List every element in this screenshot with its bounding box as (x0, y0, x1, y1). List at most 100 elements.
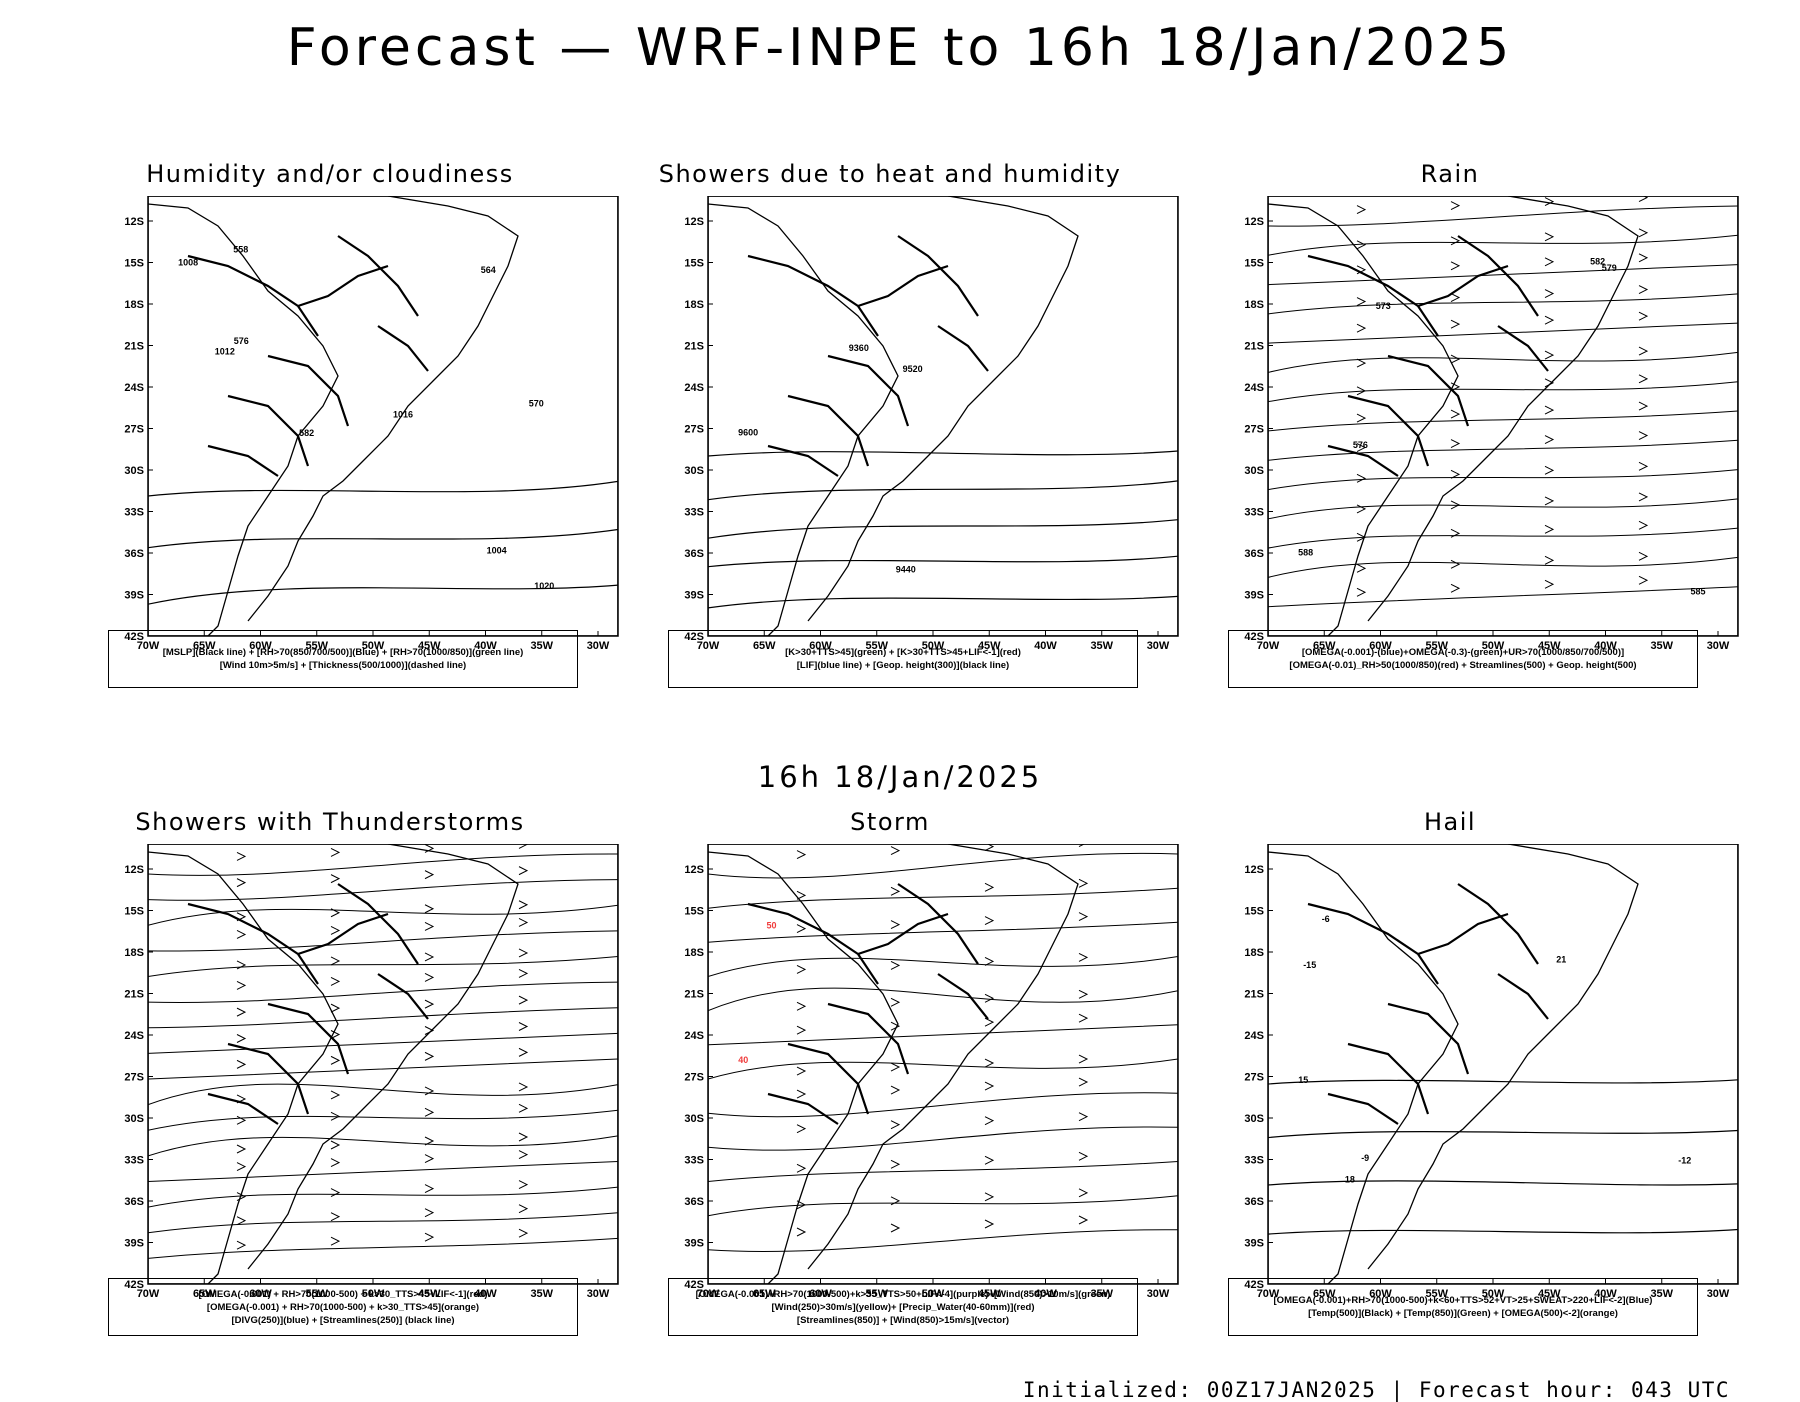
lon-tick-label: 30W (1707, 640, 1730, 652)
lat-tick-label: 30S (684, 1113, 704, 1125)
streamline-arrow (330, 908, 341, 918)
streamline-arrow (236, 1144, 247, 1154)
streamline-arrow (1544, 315, 1555, 325)
legend-box: [OMEGA(-0.001)-(blue)+OMEGA(-0.3)-(green… (1228, 630, 1698, 688)
streamline-arrow (1450, 261, 1461, 271)
streamline (148, 904, 618, 926)
streamline-arrow (518, 1228, 529, 1238)
panel-title: Hail (1423, 808, 1477, 836)
streamline-arrow (984, 956, 995, 966)
streamline-arrow (424, 999, 435, 1009)
streamline-arrow (330, 1055, 341, 1065)
streamline-arrow (1078, 1188, 1089, 1198)
lon-tick-label: 45W (978, 640, 1001, 652)
lon-tick-label: 50W (922, 640, 945, 652)
map-frame (1268, 196, 1738, 636)
streamline-arrow (984, 1081, 995, 1091)
contour-value-label: 588 (1298, 547, 1313, 557)
map-frame (1268, 844, 1738, 1284)
streamline-arrow (1078, 844, 1086, 848)
map-layers (148, 844, 618, 1284)
lat-tick-label: 39S (1244, 590, 1264, 602)
legend-line: [OMEGA(-0.001)+RH>70(1000-500)+k>35_TTS>… (695, 1288, 1111, 1300)
panel-rain: Rain 588 585 582 579 576 573 12S 15S 18S 21S 24S 27S… (1180, 160, 1739, 720)
streamline (708, 1092, 1178, 1118)
lat-tick-label: 39S (1244, 1238, 1264, 1250)
coastline (148, 844, 519, 1284)
streamline-arrow (1638, 346, 1649, 356)
lat-tick-label: 27S (1244, 424, 1264, 436)
streamline-arrow (1356, 265, 1367, 275)
streamline-arrow (1638, 311, 1649, 321)
panel-title: Showers with Thunderstorms (135, 808, 525, 836)
lon-tick-label: 35W (1090, 640, 1113, 652)
streamline-arrow (796, 1066, 807, 1076)
streamline (1268, 527, 1738, 549)
streamline-arrow (984, 1219, 995, 1229)
streamline-arrow (236, 1034, 247, 1043)
lon-tick-label: 50W (362, 640, 385, 652)
streamline-arrow (424, 1208, 435, 1218)
streamline (1268, 498, 1738, 520)
streamline (148, 1186, 618, 1208)
streamline-arrow (518, 1132, 529, 1142)
streamline-arrow (1544, 378, 1555, 388)
streamline (708, 1024, 1178, 1046)
lat-tick-label: 42S (124, 1279, 144, 1291)
streamline-arrow (330, 874, 341, 884)
contour-value-label: 564 (481, 265, 496, 275)
lat-tick-label: 12S (124, 864, 144, 876)
height-contour (148, 528, 618, 549)
streamline-arrow (1356, 358, 1367, 368)
streamline-arrow (1638, 401, 1649, 411)
streamline-arrow (1356, 504, 1367, 514)
streamline-arrow (518, 1150, 529, 1160)
streamline-arrow (890, 960, 901, 970)
streamline-arrow (796, 1089, 807, 1099)
panel-title: Storm (850, 808, 930, 836)
streamline-arrow (796, 1200, 807, 1210)
legend-line: [Temp(500)](Black) + [Temp(850)](Green) … (1308, 1308, 1618, 1319)
streamline-arrow (424, 1086, 435, 1096)
lat-tick-label: 18S (1244, 299, 1264, 311)
streamline-arrow (518, 1180, 529, 1190)
init-info: Initialized: 00Z17JAN2025 | Forecast hou… (1022, 1378, 1730, 1402)
lat-tick-label: 12S (684, 864, 704, 876)
contour-value-label: 18 (1345, 1175, 1355, 1185)
streamline-arrow (1544, 405, 1555, 415)
lon-tick-label: 45W (418, 640, 441, 652)
streamline-arrow (1450, 319, 1461, 329)
streamline-arrow (518, 900, 529, 910)
streamline (1268, 264, 1738, 286)
streamline-arrow (1356, 323, 1367, 333)
contour-value-label: 576 (234, 336, 249, 346)
streamline-arrow (1450, 409, 1461, 419)
coastline (148, 196, 519, 636)
lat-tick-label: 12S (1244, 216, 1264, 228)
map-svg: 15 18 21 -6 -9 -12 -15 12S 15S 18S 21S 24S 27S 30S 33S… (1244, 844, 1739, 1300)
lat-tick-label: 33S (1244, 507, 1264, 519)
streamline-arrow (1356, 443, 1367, 452)
lon-tick-label: 60W (249, 640, 272, 652)
lon-tick-label: 55W (305, 640, 328, 652)
lon-tick-label: 70W (1257, 1288, 1280, 1300)
lat-tick-label: 12S (684, 216, 704, 228)
streamline-arrow (518, 1082, 529, 1092)
lon-tick-label: 35W (530, 1288, 553, 1300)
map-area: 15 18 21 -6 -9 -12 -15 12S 15S 18S 21S 24S 27S 30S 33S… (1228, 844, 1748, 1304)
lon-tick-label: 40W (474, 640, 497, 652)
streamline-arrow (890, 997, 901, 1007)
streamline-arrow (1078, 989, 1089, 999)
streamline-arrow (518, 948, 529, 958)
contour-value-label: 9360 (849, 343, 869, 353)
contour-value-label: 15 (1298, 1075, 1308, 1085)
lon-tick-label: 65W (1313, 1288, 1336, 1300)
streamline-arrow (330, 1188, 341, 1198)
height-contour (708, 450, 1178, 457)
contour-value-label: 1020 (534, 581, 554, 591)
streamline (148, 930, 618, 952)
streamline-arrow (796, 1001, 807, 1011)
streamline-arrow (236, 980, 247, 990)
streamline (708, 1229, 1178, 1253)
